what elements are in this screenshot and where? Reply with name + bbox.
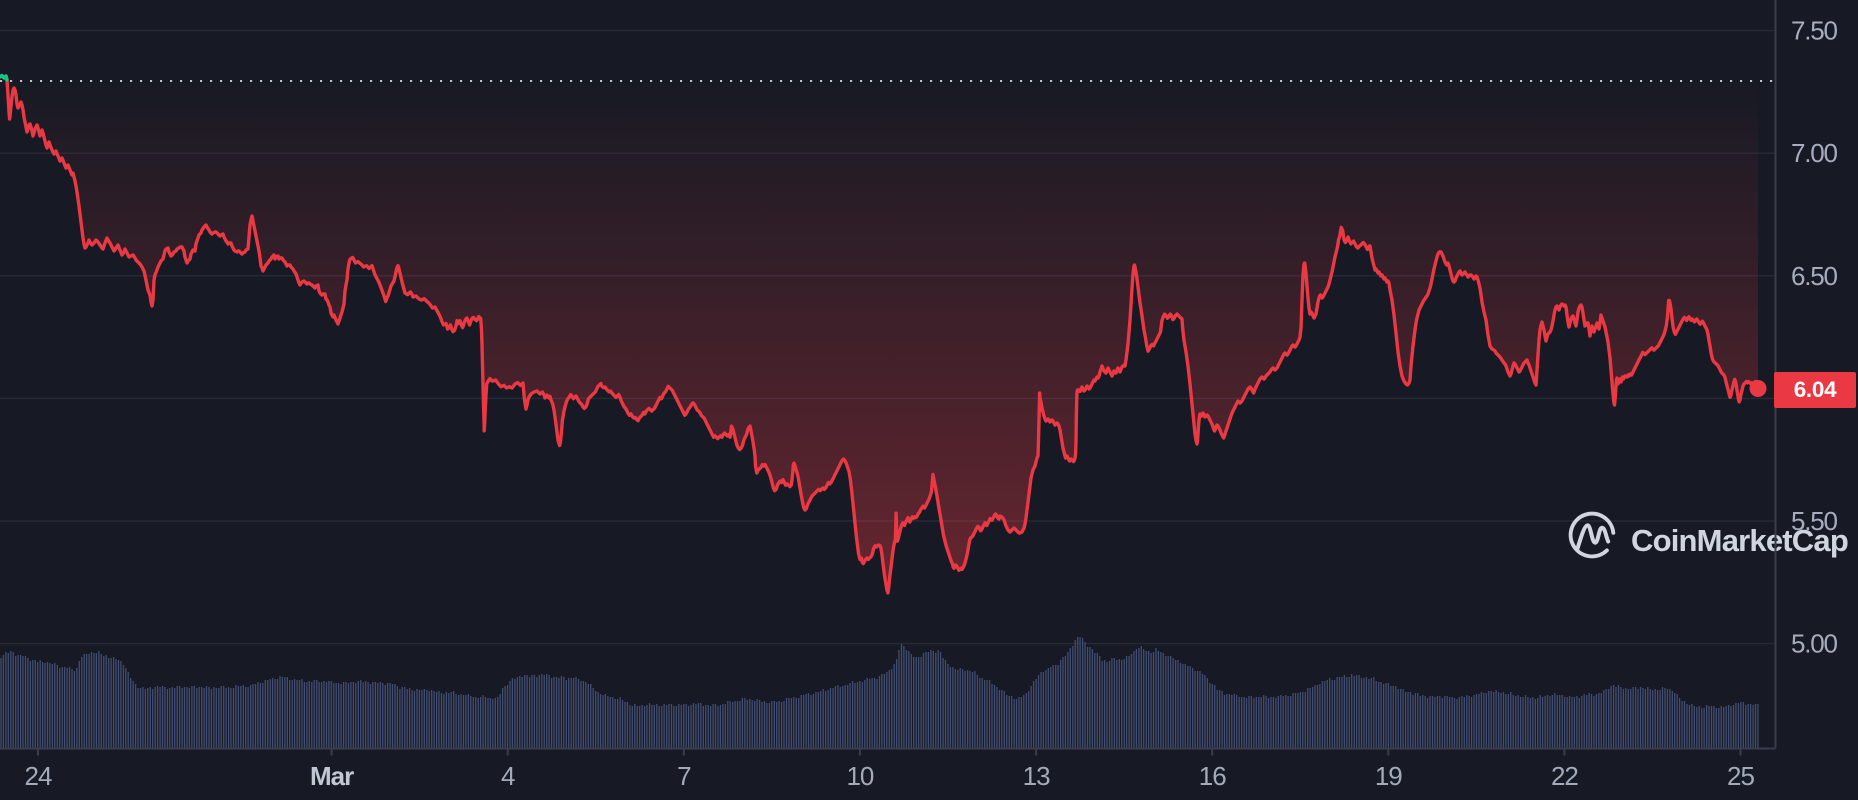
svg-text:7.00: 7.00 bbox=[1791, 138, 1838, 168]
svg-text:24: 24 bbox=[25, 761, 52, 791]
svg-text:CoinMarketCap: CoinMarketCap bbox=[1631, 523, 1848, 558]
svg-text:5.00: 5.00 bbox=[1791, 629, 1838, 659]
svg-text:4: 4 bbox=[501, 761, 515, 791]
svg-text:5.50: 5.50 bbox=[1791, 506, 1838, 536]
svg-text:19: 19 bbox=[1375, 761, 1402, 791]
svg-text:Mar: Mar bbox=[310, 761, 354, 791]
svg-text:6.50: 6.50 bbox=[1791, 261, 1838, 291]
svg-text:22: 22 bbox=[1551, 761, 1578, 791]
svg-text:7.50: 7.50 bbox=[1791, 16, 1838, 46]
svg-text:16: 16 bbox=[1199, 761, 1226, 791]
svg-text:7: 7 bbox=[677, 761, 691, 791]
svg-text:13: 13 bbox=[1023, 761, 1050, 791]
svg-text:25: 25 bbox=[1727, 761, 1754, 791]
svg-text:6.04: 6.04 bbox=[1794, 377, 1837, 402]
svg-text:10: 10 bbox=[846, 761, 873, 791]
